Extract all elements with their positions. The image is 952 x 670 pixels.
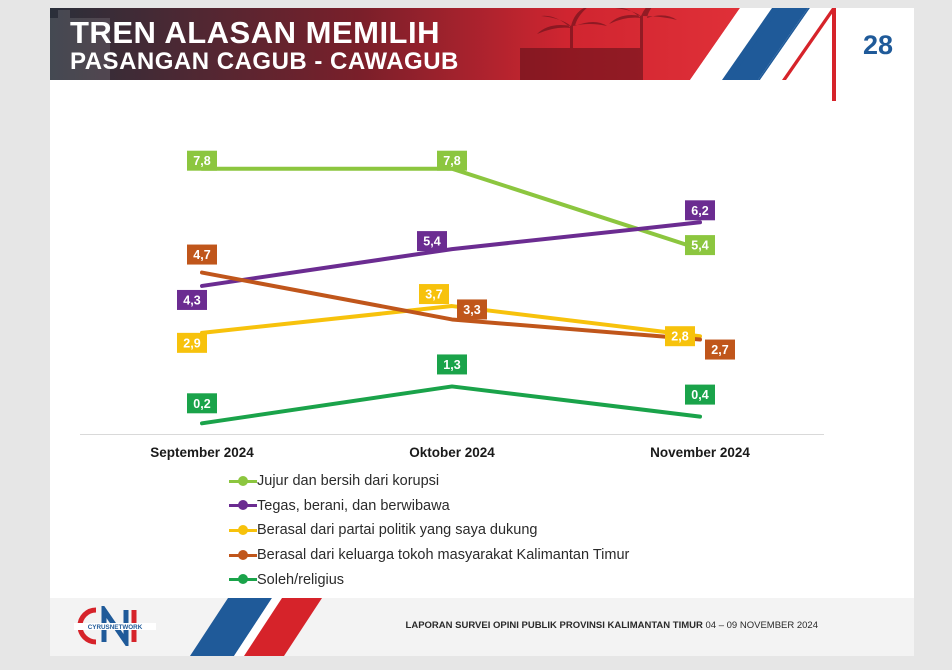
- legend-label: Jujur dan bersih dari korupsi: [257, 473, 440, 490]
- footer-report-text: LAPORAN SURVEI OPINI PUBLIK PROVINSI KAL…: [406, 620, 818, 631]
- chart-legend: Jujur dan bersih dari korupsi Tegas, bera…: [229, 469, 629, 592]
- data-label-text: 7,8: [193, 154, 210, 168]
- series-line-3: [200, 304, 702, 339]
- logo-text: CYRUSNETWORK: [88, 624, 143, 631]
- slide: TREN ALASAN MEMILIH PASANGAN CAGUB - CAW…: [50, 8, 914, 656]
- data-label-text: 3,3: [463, 303, 480, 317]
- header-accent-stripes: [730, 8, 836, 80]
- data-label-box: [187, 244, 217, 265]
- footer-report-date: 04 – 09 NOVEMBER 2024: [705, 620, 818, 631]
- data-label: 5,4: [685, 235, 715, 256]
- data-label-box: [685, 235, 715, 256]
- cyrus-network-logo: CYRUSNETWORK: [74, 606, 156, 646]
- data-label-text: 2,9: [183, 336, 200, 350]
- data-label-box: [457, 299, 487, 320]
- legend-item: Berasal dari partai politik yang saya du…: [229, 518, 629, 543]
- data-label: 2,9: [177, 332, 207, 353]
- series-line-4: [200, 270, 702, 342]
- legend-item: Berasal dari keluarga tokoh masyarakat K…: [229, 543, 629, 568]
- slide-subtitle: PASANGAN CAGUB - CAWAGUB: [70, 48, 459, 75]
- data-label: 4,7: [187, 244, 217, 265]
- data-label-text: 3,7: [425, 288, 442, 302]
- data-label-box: [437, 354, 467, 375]
- data-label: 4,3: [177, 289, 207, 310]
- data-label: 3,7: [419, 284, 449, 305]
- data-label-box: [685, 200, 715, 221]
- page-number: 28: [862, 30, 894, 60]
- page-divider: [832, 8, 836, 101]
- data-label-box: [437, 150, 467, 171]
- data-label-text: 2,8: [671, 330, 688, 344]
- data-label-text: 7,8: [443, 154, 460, 168]
- data-label: 0,4: [685, 384, 715, 405]
- data-label-text: 5,4: [691, 239, 708, 253]
- data-label: 1,3: [437, 354, 467, 375]
- legend-item: Jujur dan bersih dari korupsi: [229, 469, 629, 494]
- series-line-5: [200, 384, 702, 426]
- data-label: 7,8: [187, 150, 217, 171]
- data-label-box: [685, 384, 715, 405]
- data-label-box: [419, 284, 449, 305]
- data-label: 2,8: [665, 326, 695, 347]
- data-label-text: 1,3: [443, 358, 460, 372]
- data-label-text: 4,7: [193, 248, 210, 262]
- data-label-box: [417, 231, 447, 252]
- data-label-text: 2,7: [711, 343, 728, 357]
- slide-title: TREN ALASAN MEMILIH: [70, 15, 440, 50]
- legend-swatch: [229, 574, 257, 585]
- legend-label: Tegas, berani, dan berwibawa: [257, 497, 450, 514]
- footer: CYRUSNETWORK LAPORAN SURVEI OPINI PUBLIK…: [50, 598, 914, 656]
- line-chart: 7,8 7,8 5,4 4,3 5,4 6,2 2,9 3,7 2,8 4,7 3,3 2,7 0,2 1…: [80, 150, 824, 460]
- legend-swatch: [229, 524, 257, 535]
- data-label: 6,2: [685, 200, 715, 221]
- legend-label: Berasal dari keluarga tokoh masyarakat K…: [257, 547, 630, 564]
- data-label-text: 5,4: [423, 235, 440, 249]
- series-line-1: [200, 166, 702, 252]
- legend-swatch: [229, 549, 257, 560]
- data-label: 7,8: [437, 150, 467, 171]
- data-label: 5,4: [417, 231, 447, 252]
- data-label-box: [187, 393, 217, 414]
- data-label-box: [705, 339, 735, 360]
- data-label-text: 6,2: [691, 204, 708, 218]
- footer-report-label: LAPORAN SURVEI OPINI PUBLIK PROVINSI KAL…: [405, 620, 703, 631]
- series-layer: [200, 166, 702, 426]
- x-tick-label: Oktober 2024: [409, 445, 495, 460]
- data-label: 3,3: [457, 299, 487, 320]
- legend-label: Soleh/religius: [257, 571, 345, 588]
- footer-stripes: [190, 598, 322, 656]
- legend-swatch: [229, 500, 257, 511]
- x-tick-label: November 2024: [650, 445, 750, 460]
- legend-label: Berasal dari partai politik yang saya du…: [257, 522, 538, 539]
- data-label-text: 4,3: [183, 293, 200, 307]
- data-label-box: [177, 332, 207, 353]
- legend-item: Tegas, berani, dan berwibawa: [229, 494, 629, 519]
- data-label: 0,2: [187, 393, 217, 414]
- x-tick-labels: September 2024 Oktober 2024 November 2024: [150, 445, 750, 460]
- legend-swatch: [229, 475, 257, 486]
- data-label-text: 0,4: [691, 388, 708, 402]
- data-label: 2,7: [705, 339, 735, 360]
- series-line-2: [200, 220, 702, 288]
- data-label-box: [187, 150, 217, 171]
- data-labels-layer: 7,8 7,8 5,4 4,3 5,4 6,2 2,9 3,7 2,8 4,7 3,3 2,7 0,2 1…: [177, 150, 735, 414]
- legend-item: Soleh/religius: [229, 567, 629, 592]
- data-label-text: 0,2: [193, 397, 210, 411]
- data-label-box: [665, 326, 695, 347]
- data-label-box: [177, 289, 207, 310]
- x-tick-label: September 2024: [150, 445, 254, 460]
